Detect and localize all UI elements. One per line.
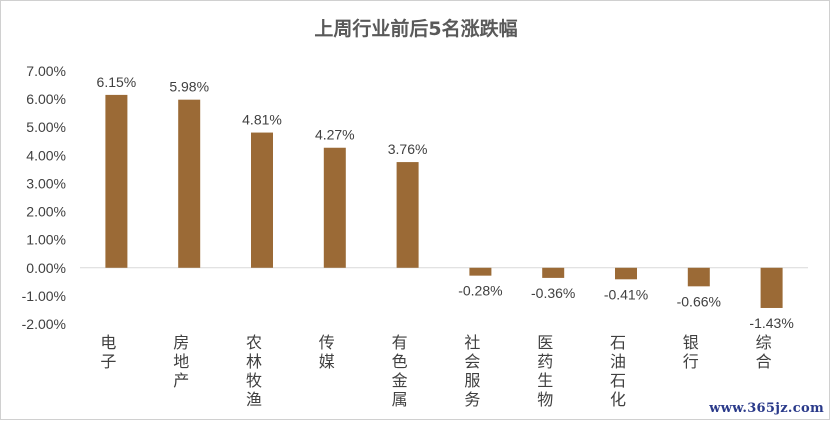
bar [615,267,637,280]
x-tick-label: 房地产 [173,333,189,390]
data-label: 4.27% [315,127,355,143]
data-label: -1.43% [749,315,793,331]
bar [323,147,346,268]
bar [469,267,492,276]
bar [687,267,710,287]
chart-title: 上周行业前后5名涨跌幅 [314,18,518,40]
y-tick-label: 6.00% [26,91,66,107]
data-label: -0.41% [604,286,648,302]
bar [251,132,273,268]
y-tick-label: 4.00% [26,147,66,163]
y-tick-label: 5.00% [26,119,66,135]
data-label: 5.98% [169,79,209,95]
data-label: 3.76% [388,141,428,157]
bar [760,267,783,308]
x-tick-label: 电子 [100,333,116,371]
y-tick-label: 1.00% [26,232,66,248]
y-tick-label: 7.00% [26,63,66,79]
bar [178,99,201,268]
bar [105,94,128,268]
x-tick-label: 银行 [683,333,699,371]
x-tick-label: 有色金属 [392,333,408,409]
x-tick-label: 医药生物 [537,333,553,409]
y-tick-label: 2.00% [26,204,66,220]
x-tick-label: 综合 [756,333,772,371]
data-label: 4.81% [242,112,282,128]
x-tick-label: 传媒 [319,333,335,371]
data-label: -0.66% [677,293,721,309]
y-tick-label: -2.00% [22,316,66,332]
y-tick-label: 0.00% [26,260,66,276]
bar [542,267,565,278]
data-label: -0.28% [458,283,502,299]
data-label: -0.36% [531,285,575,301]
y-tick-label: -1.00% [22,288,66,304]
y-tick-label: 3.00% [26,175,66,191]
x-tick-label: 社会服务 [464,333,480,409]
x-tick-label: 农林牧渔 [246,333,262,409]
data-label: 6.15% [97,74,137,90]
x-tick-label: 石油石化 [610,333,626,409]
bar [396,162,419,268]
watermark: www.365jz.com [709,401,824,416]
